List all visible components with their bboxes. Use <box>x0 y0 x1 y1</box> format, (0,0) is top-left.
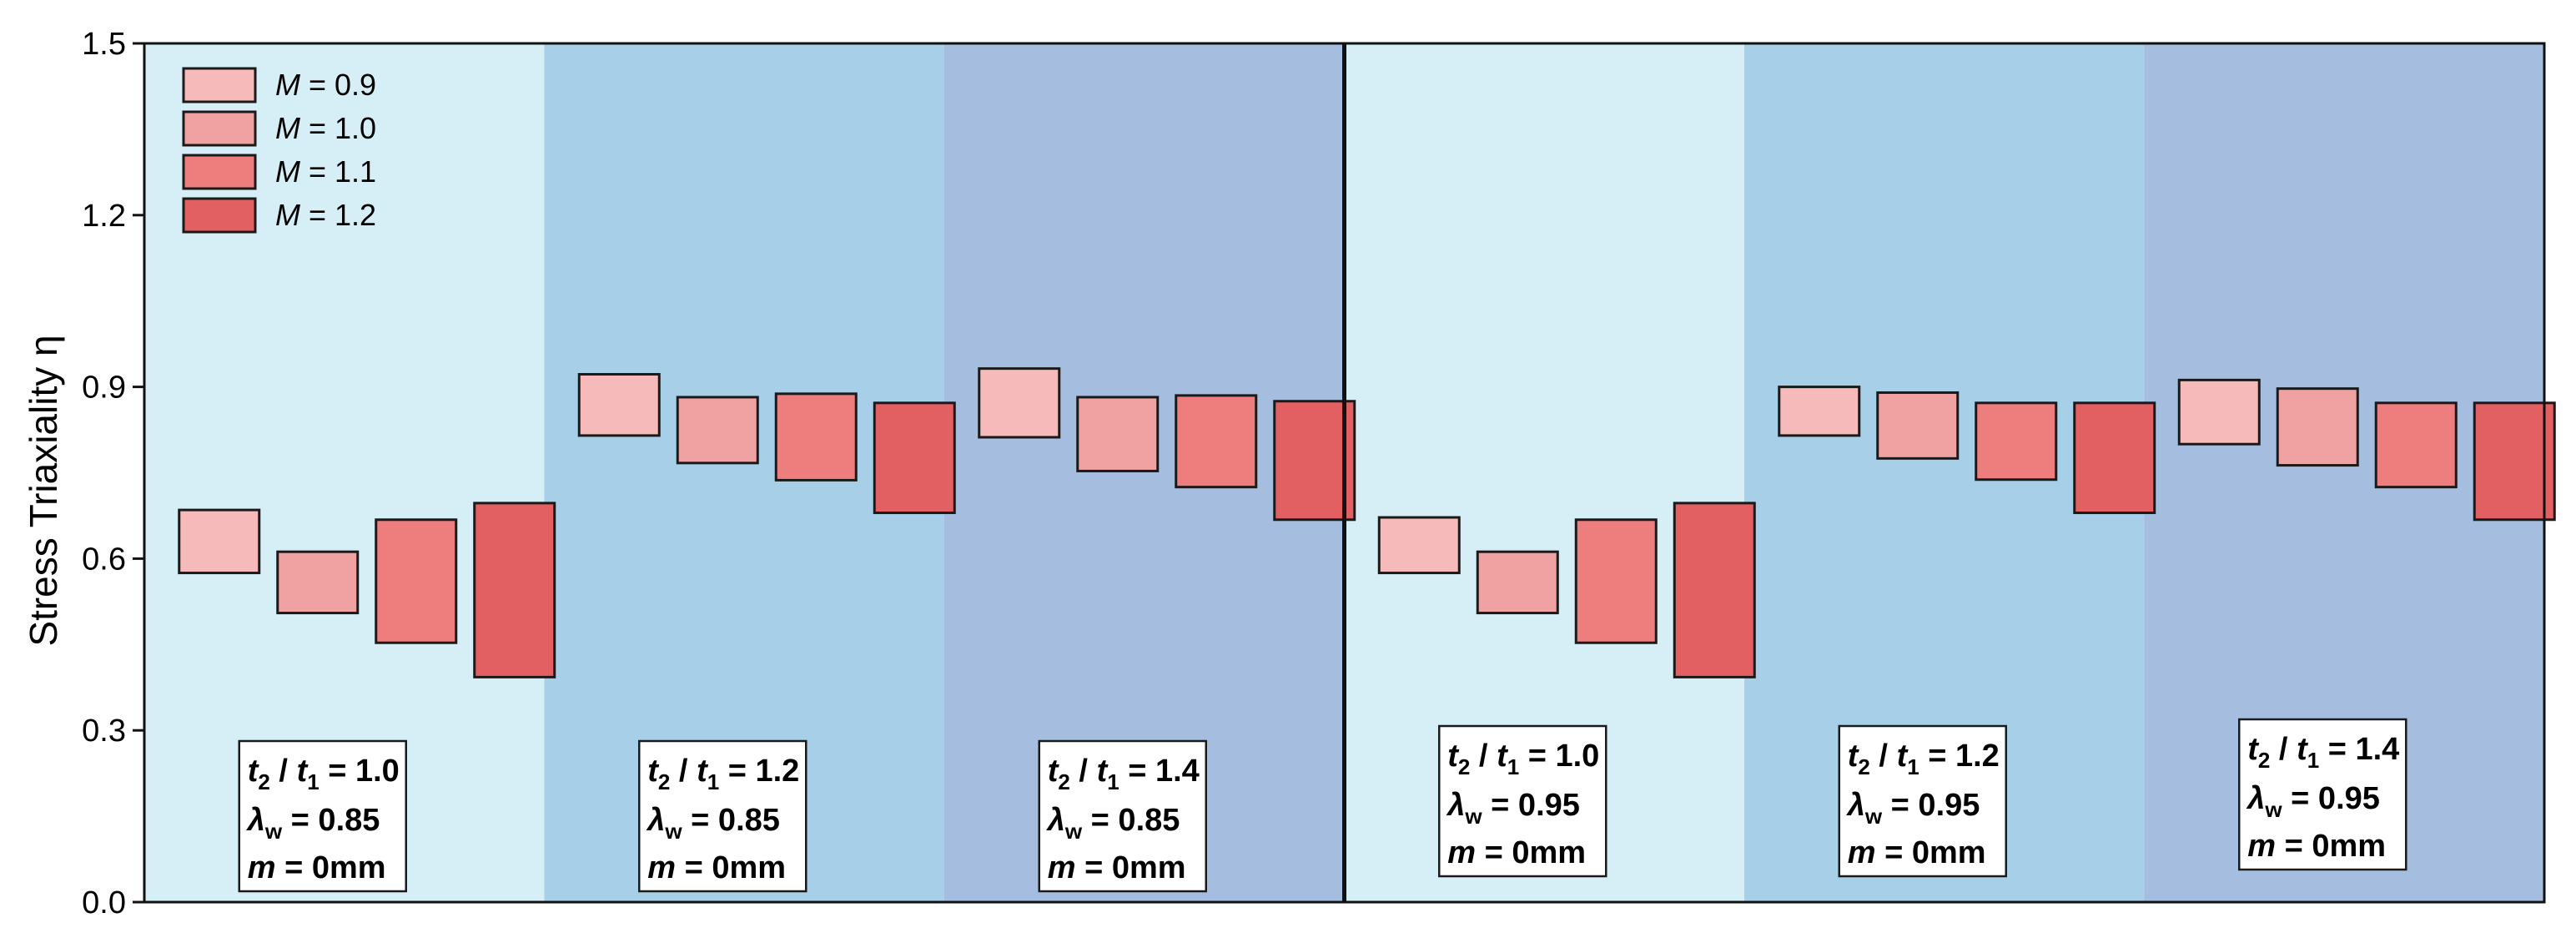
annotation-t-ratio: t2 / t1 = 1.2 <box>647 754 799 794</box>
axes: 0.0 0.3 0.6 0.9 1.2 1.5 <box>82 27 2546 920</box>
box-g2-m1 <box>577 373 661 437</box>
annotation-group-1: t2 / t1 = 1.0 λw = 0.85 m = 0mm <box>238 739 407 893</box>
annotation-m: m = 0mm <box>1848 835 1986 870</box>
legend-label-2: M = 1.0 <box>275 111 376 145</box>
annotation-group-4: t2 / t1 = 1.0 λw = 0.95 m = 0mm <box>1438 724 1607 878</box>
box-g6-m2 <box>2276 387 2359 467</box>
annotation-box <box>1038 739 1207 893</box>
legend-label-4: M = 1.2 <box>275 198 376 232</box>
legend-swatch-1 <box>182 67 257 103</box>
y-tick-label: 0.3 <box>82 714 126 749</box>
annotation-m: m = 0mm <box>1447 835 1586 870</box>
annotation-group-5: t2 / t1 = 1.2 λw = 0.95 m = 0mm <box>1838 724 2007 878</box>
box-g2-m2 <box>676 396 759 465</box>
annotation-group-6: t2 / t1 = 1.4 λw = 0.95 m = 0mm <box>2238 718 2407 871</box>
box-g2-m3 <box>774 392 858 482</box>
annotation-t-ratio: t2 / t1 = 1.2 <box>1848 739 2000 779</box>
annotation-lambda: λw = 0.95 <box>2246 781 2380 822</box>
box-g4-m3 <box>1574 518 1658 644</box>
annotation-t-ratio: t2 / t1 = 1.4 <box>1048 754 1200 794</box>
annotation-t-ratio: t2 / t1 = 1.0 <box>1447 739 1599 779</box>
annotation-group-2: t2 / t1 = 1.2 λw = 0.85 m = 0mm <box>638 739 808 893</box>
annotation-box <box>1438 724 1607 878</box>
annotation-group-3: t2 / t1 = 1.4 λw = 0.85 m = 0mm <box>1038 739 1207 893</box>
annotation-lambda: λw = 0.85 <box>1046 803 1180 844</box>
annotation-box <box>2238 718 2407 871</box>
boxes <box>178 367 2556 678</box>
box-g6-m1 <box>2177 378 2261 446</box>
box-g6-m3 <box>2374 401 2458 489</box>
legend-label-1: M = 0.9 <box>275 68 376 102</box>
legend: M = 0.9 M = 1.0 M = 1.1 M = 1.2 <box>182 67 376 234</box>
box-g5-m1 <box>1778 386 1861 437</box>
y-axis-label: Stress Triaxiality η <box>22 335 65 646</box>
box-g3-m2 <box>1076 396 1160 472</box>
box-g1-m2 <box>276 550 360 615</box>
box-g1-m3 <box>375 518 458 644</box>
annotation-m: m = 0mm <box>248 850 386 885</box>
box-g6-m4 <box>2473 401 2556 522</box>
annotation-m: m = 0mm <box>647 850 786 885</box>
annotation-lambda: λw = 0.95 <box>1446 788 1580 829</box>
y-tick-label: 1.2 <box>82 199 126 234</box>
box-g1-m1 <box>178 508 261 575</box>
annotation-lambda: λw = 0.85 <box>246 803 380 844</box>
box-g3-m1 <box>978 367 1061 439</box>
legend-swatch-4 <box>182 197 257 234</box>
legend-label-3: M = 1.1 <box>275 154 376 189</box>
y-tick-label: 0.6 <box>82 542 126 577</box>
box-g4-m1 <box>1377 516 1461 575</box>
legend-swatch-3 <box>182 154 257 190</box>
annotation-m: m = 0mm <box>2247 829 2386 864</box>
box-g1-m4 <box>473 502 556 678</box>
annotation-t-ratio: t2 / t1 = 1.4 <box>2247 732 2399 773</box>
annotation-box <box>1838 724 2007 878</box>
box-g3-m3 <box>1175 394 1258 489</box>
annotation-box <box>238 739 407 893</box>
y-tick-label: 1.5 <box>82 27 126 62</box>
y-tick-label: 0.9 <box>82 371 126 406</box>
annotation-lambda: λw = 0.85 <box>646 803 780 844</box>
box-g5-m2 <box>1876 391 1960 460</box>
annotation-m: m = 0mm <box>1048 850 1186 885</box>
box-g5-m4 <box>2073 401 2156 515</box>
legend-swatch-2 <box>182 110 257 147</box>
box-g4-m2 <box>1476 550 1559 615</box>
annotation-box <box>638 739 808 893</box>
box-g3-m4 <box>1273 400 1356 522</box>
annotation-t-ratio: t2 / t1 = 1.0 <box>248 754 400 794</box>
annotation-lambda: λw = 0.95 <box>1846 788 1980 829</box>
box-g2-m4 <box>873 401 956 515</box>
box-g5-m3 <box>1975 401 2058 482</box>
y-tick-label: 0.0 <box>82 885 126 920</box>
box-g4-m4 <box>1673 502 1756 678</box>
